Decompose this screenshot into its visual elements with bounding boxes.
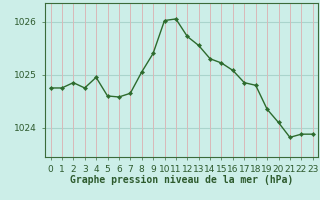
X-axis label: Graphe pression niveau de la mer (hPa): Graphe pression niveau de la mer (hPa) — [70, 175, 293, 185]
